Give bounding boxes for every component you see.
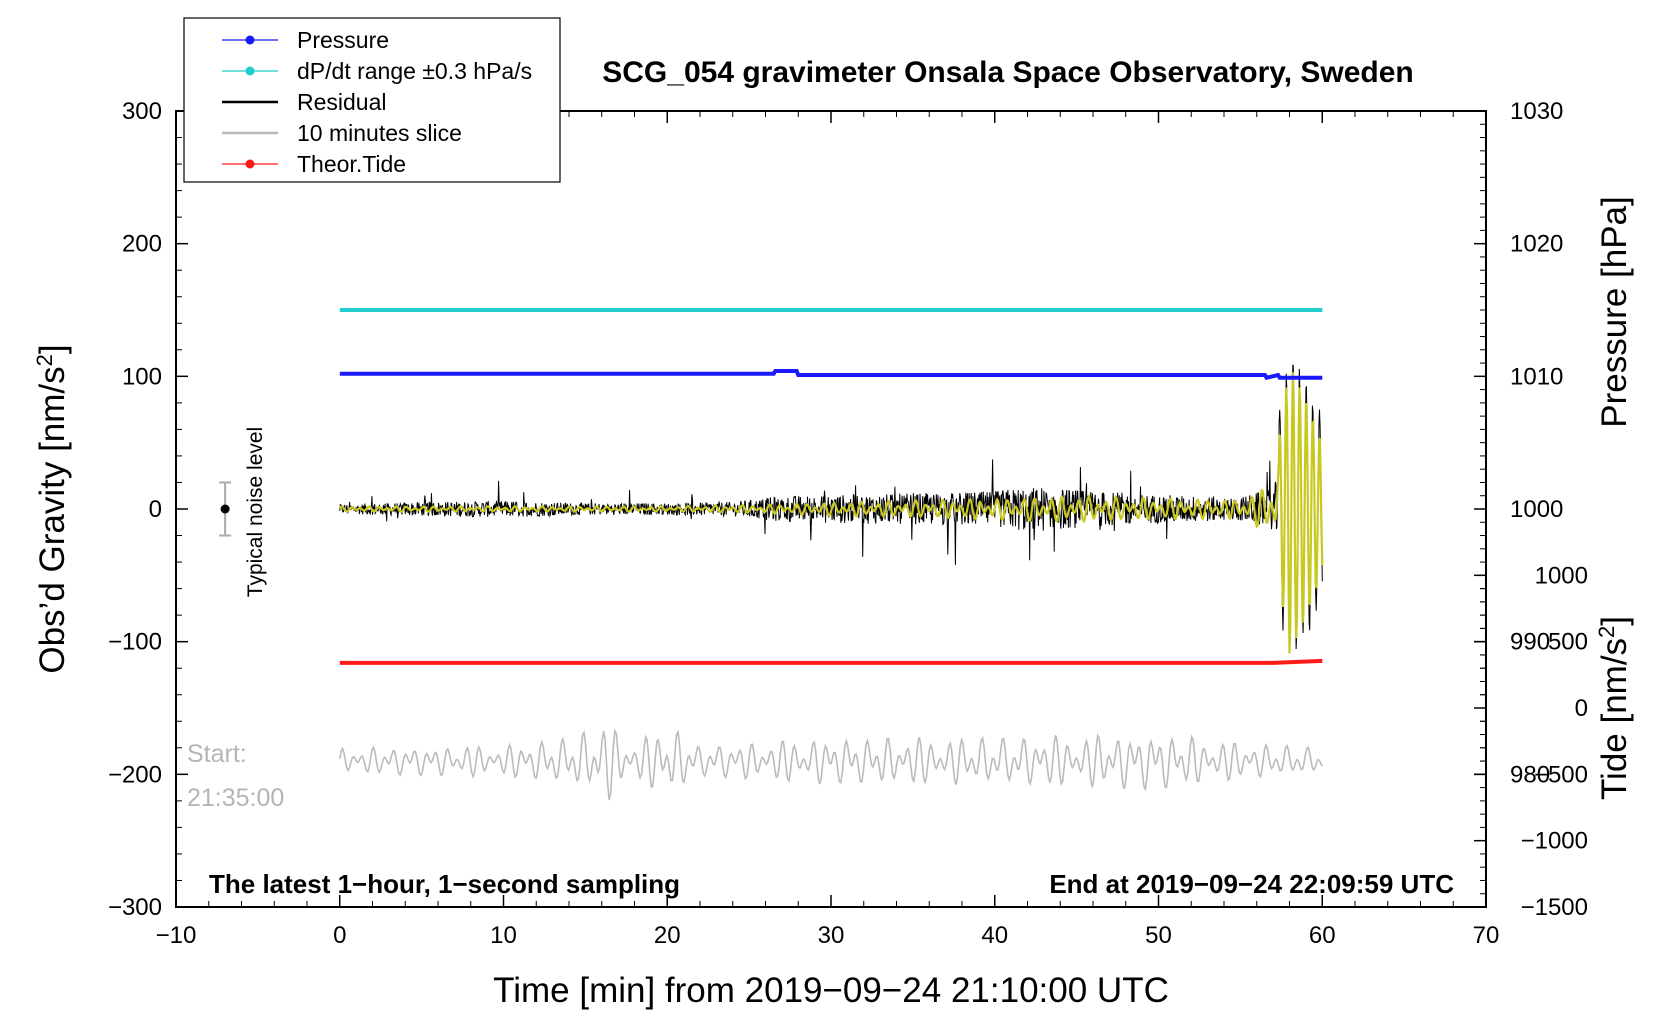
x-tick-label: −10 bbox=[156, 922, 197, 949]
x-tick-label: 60 bbox=[1309, 922, 1336, 949]
tide-tick-label: −1000 bbox=[1521, 828, 1588, 855]
legend-label: Residual bbox=[297, 89, 387, 115]
bottom-right-note: End at 2019−09−24 22:09:59 UTC bbox=[1049, 869, 1454, 899]
legend-label: Theor.Tide bbox=[297, 151, 406, 177]
filtered-line bbox=[338, 372, 1324, 654]
x-tick-label: 0 bbox=[333, 922, 346, 949]
y-left-tick-label: 200 bbox=[122, 231, 162, 258]
pressure-tick-label: 990 bbox=[1510, 629, 1550, 656]
y-axis-tide-title: Tide [nm/s2] bbox=[1594, 616, 1635, 800]
slice-line bbox=[339, 728, 1323, 801]
legend-box bbox=[183, 17, 561, 183]
x-axis-title: Time [min] from 2019−09−24 21:10:00 UTC bbox=[493, 971, 1169, 1010]
axis-ticks: −10 0 10 20 30 40 50 60 703002001000−100−200−300… bbox=[108, 98, 1588, 949]
y-axis-left-title: Obs’d Gravity [nm/s2] bbox=[32, 344, 73, 673]
noise-marker bbox=[219, 481, 232, 537]
tide-tick-label: −1500 bbox=[1521, 894, 1588, 921]
start-label: Start: bbox=[187, 740, 247, 768]
pressure-line bbox=[339, 369, 1323, 380]
legend: Pressure dP/dt range ±0.3 hPa/s Residual 10… bbox=[183, 17, 561, 183]
noise-dot bbox=[220, 504, 230, 514]
pressure-tick-label: 1020 bbox=[1510, 231, 1563, 258]
legend-marker bbox=[245, 66, 255, 76]
chart-title: SCG_054 gravimeter Onsala Space Observat… bbox=[602, 56, 1414, 89]
legend-label: 10 minutes slice bbox=[297, 120, 462, 146]
y-left-tick-label: −200 bbox=[108, 761, 162, 788]
y-left-tick-label: −300 bbox=[108, 894, 162, 921]
legend-marker bbox=[245, 35, 255, 45]
x-tick-label: 20 bbox=[654, 922, 681, 949]
pressure-tick-label: 1000 bbox=[1510, 496, 1563, 523]
noise-label: Typical noise level bbox=[244, 427, 267, 597]
data-series bbox=[338, 308, 1324, 801]
y-left-tick-label: 0 bbox=[149, 496, 162, 523]
tide-tick-label: 500 bbox=[1548, 629, 1588, 656]
x-tick-label: 70 bbox=[1473, 922, 1500, 949]
bottom-left-note: The latest 1−hour, 1−second sampling bbox=[209, 869, 680, 899]
pressure-tick-label: 980 bbox=[1510, 761, 1550, 788]
y-left-tick-label: 100 bbox=[122, 363, 162, 390]
tide-tick-label: 1000 bbox=[1535, 562, 1588, 589]
legend-marker bbox=[245, 159, 255, 169]
start-time: 21:35:00 bbox=[187, 784, 284, 812]
legend-label: Pressure bbox=[297, 27, 389, 53]
x-tick-label: 50 bbox=[1145, 922, 1172, 949]
x-tick-label: 10 bbox=[490, 922, 517, 949]
x-tick-label: 40 bbox=[981, 922, 1008, 949]
legend-label: dP/dt range ±0.3 hPa/s bbox=[297, 58, 532, 84]
y-left-tick-label: −100 bbox=[108, 629, 162, 656]
pressure-tick-label: 1010 bbox=[1510, 363, 1563, 390]
pressure-tick-label: 1030 bbox=[1510, 98, 1563, 125]
y-left-tick-label: 300 bbox=[122, 98, 162, 125]
tide-line bbox=[339, 658, 1323, 665]
tide-tick-label: 0 bbox=[1575, 695, 1588, 722]
tide-tick-label: −500 bbox=[1534, 761, 1588, 788]
y-axis-pressure-title: Pressure [hPa] bbox=[1595, 196, 1634, 428]
x-tick-label: 30 bbox=[818, 922, 845, 949]
